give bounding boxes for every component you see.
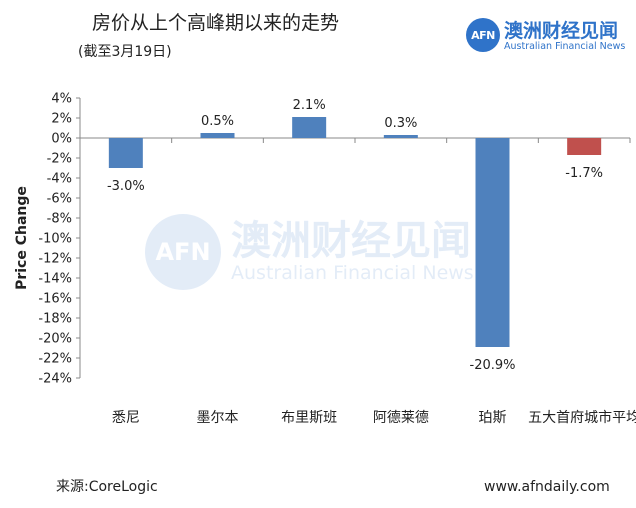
watermark-logo-icon: AFN (145, 214, 221, 290)
x-category-label: 阿德莱德 (373, 410, 429, 426)
y-tick-label: 0% (51, 132, 72, 147)
y-tick-label: -14% (38, 272, 72, 287)
bar (292, 117, 327, 138)
data-label: 0.3% (384, 116, 417, 131)
x-category-label: 五大首府城市平均 (528, 409, 636, 426)
afn-logo[interactable]: AFN 澳洲财经见闻 Australian Financial News (466, 18, 631, 58)
afn-watermark: AFN 澳洲财经见闻 Australian Financial News (145, 212, 505, 292)
y-tick-label: -6% (47, 192, 72, 207)
data-label: 0.5% (201, 114, 234, 129)
watermark-name-cn: 澳洲财经见闻 (231, 218, 471, 264)
x-category-label: 悉尼 (112, 410, 140, 426)
y-tick-label: -8% (47, 212, 72, 227)
chart-subtitle: (截至3月19日) (78, 44, 172, 60)
logo-name-cn: 澳洲财经见闻 (504, 20, 619, 42)
y-tick-label: -22% (38, 352, 72, 367)
y-tick-label: -4% (47, 172, 72, 187)
website-link[interactable]: www.afndaily.com (484, 479, 610, 495)
data-label: 2.1% (293, 98, 326, 113)
data-label: -1.7% (565, 166, 603, 181)
data-label: -20.9% (470, 358, 516, 373)
data-label: -3.0% (107, 179, 145, 194)
chart-title: 房价从上个高峰期以来的走势 (92, 12, 340, 34)
watermark-name-en: Australian Financial News (231, 262, 474, 284)
y-tick-label: -18% (38, 312, 72, 327)
y-tick-label: -10% (38, 232, 72, 247)
source-note: 来源:CoreLogic (56, 479, 158, 495)
y-tick-label: 4% (51, 92, 72, 107)
y-tick-label: -20% (38, 332, 72, 347)
y-tick-label: -12% (38, 252, 72, 267)
y-tick-label: -24% (38, 372, 72, 387)
logo-name-en: Australian Financial News (504, 41, 626, 52)
bar (108, 138, 143, 168)
y-tick-label: 2% (51, 112, 72, 127)
bar (567, 138, 602, 155)
bar (475, 138, 510, 347)
x-category-label: 布里斯班 (281, 410, 337, 426)
y-tick-label: -2% (47, 152, 72, 167)
y-axis-label: Price Change (14, 186, 30, 290)
bar (200, 133, 235, 138)
afn-logo-icon: AFN (466, 18, 500, 52)
x-category-label: 珀斯 (479, 410, 507, 426)
y-tick-label: -16% (38, 292, 72, 307)
bar (383, 135, 418, 138)
x-category-label: 墨尔本 (197, 410, 239, 426)
